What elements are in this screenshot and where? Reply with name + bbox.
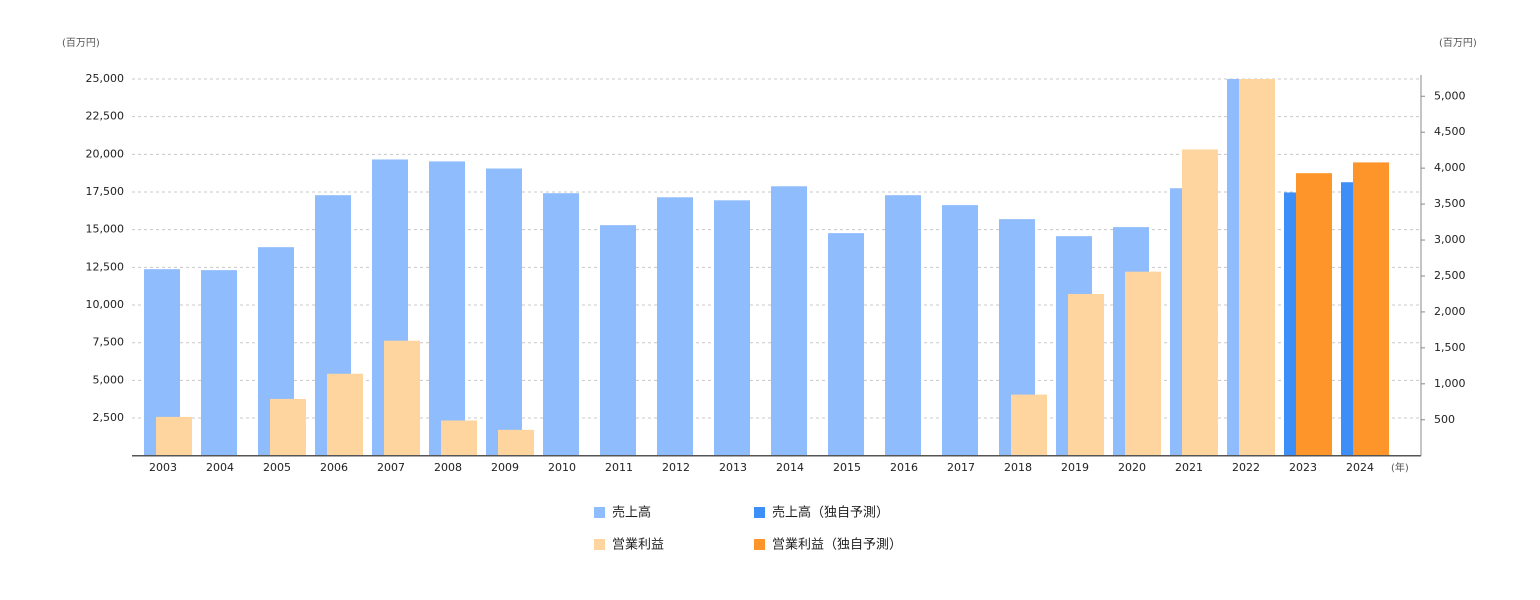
legend-label: 売上高（独自予測） [772, 505, 889, 521]
legend-label: 営業利益 [612, 537, 664, 553]
x-tick-label: 2005 [263, 461, 291, 474]
y2-tick-label: 500 [1434, 413, 1455, 426]
x-tick-label: 2018 [1004, 461, 1032, 474]
x-tick-label: 2006 [320, 461, 348, 474]
x-tick-label: 2007 [377, 461, 405, 474]
y-tick-label: 7,500 [93, 336, 125, 349]
bar [714, 200, 750, 456]
legend-swatch [594, 507, 605, 518]
y2-tick-label: 1,000 [1434, 377, 1466, 390]
bar [327, 373, 363, 456]
bar [1353, 162, 1389, 456]
bar [1125, 271, 1161, 456]
legend-label: 営業利益（独自予測） [772, 537, 902, 553]
y2-tick-label: 1,500 [1434, 341, 1466, 354]
x-tick-label: 2009 [491, 461, 519, 474]
y2-tick-label: 4,500 [1434, 125, 1466, 138]
y-axis-unit: (百万円) [62, 37, 100, 49]
x-tick-label: 2023 [1289, 461, 1317, 474]
y-tick-label: 25,000 [86, 72, 125, 85]
y2-tick-label: 5,000 [1434, 89, 1466, 102]
bar [657, 197, 693, 456]
bar [828, 233, 864, 456]
bar [441, 420, 477, 456]
x-tick-label: 2013 [719, 461, 747, 474]
x-tick-label: 2010 [548, 461, 576, 474]
bar [1182, 149, 1218, 456]
x-tick-label: 2003 [149, 461, 177, 474]
y-tick-label: 10,000 [86, 298, 125, 311]
x-tick-label: 2021 [1175, 461, 1203, 474]
bar [384, 340, 420, 456]
y2-tick-label: 2,000 [1434, 305, 1466, 318]
bar [486, 168, 522, 456]
bar [270, 398, 306, 456]
x-tick-label: 2016 [890, 461, 918, 474]
bar [1296, 173, 1332, 456]
y2-tick-label: 2,500 [1434, 269, 1466, 282]
y2-tick-label: 3,000 [1434, 233, 1466, 246]
y-tick-label: 20,000 [86, 147, 125, 160]
legend-swatch [754, 507, 765, 518]
y2-tick-label: 4,000 [1434, 161, 1466, 174]
x-tick-label: 2004 [206, 461, 234, 474]
bar [543, 193, 579, 456]
bar [1068, 293, 1104, 456]
legend-label: 売上高 [612, 505, 651, 521]
bar [885, 195, 921, 456]
x-tick-label: 2017 [947, 461, 975, 474]
bar [498, 429, 534, 456]
bar [156, 416, 192, 456]
legend-swatch [594, 539, 605, 550]
x-axis-unit: (年) [1391, 461, 1409, 474]
bar [771, 186, 807, 456]
x-tick-label: 2012 [662, 461, 690, 474]
y-tick-label: 5,000 [93, 373, 125, 386]
bar [201, 270, 237, 456]
y2-axis-unit: (百万円) [1439, 37, 1477, 49]
y-tick-label: 22,500 [86, 110, 125, 123]
x-tick-label: 2020 [1118, 461, 1146, 474]
x-tick-label: 2022 [1232, 461, 1260, 474]
y-tick-label: 2,500 [93, 411, 125, 424]
bar [600, 225, 636, 456]
bar [1239, 79, 1275, 456]
bar [942, 205, 978, 456]
y2-tick-label: 3,500 [1434, 197, 1466, 210]
x-tick-label: 2024 [1346, 461, 1374, 474]
y-tick-label: 15,000 [86, 223, 125, 236]
y-tick-label: 17,500 [86, 185, 125, 198]
x-tick-label: 2014 [776, 461, 804, 474]
x-tick-label: 2011 [605, 461, 633, 474]
x-tick-label: 2015 [833, 461, 861, 474]
bar [1011, 394, 1047, 456]
x-tick-label: 2019 [1061, 461, 1089, 474]
bar [429, 161, 465, 456]
y-tick-label: 12,500 [86, 260, 125, 273]
x-tick-label: 2008 [434, 461, 462, 474]
legend-swatch [754, 539, 765, 550]
